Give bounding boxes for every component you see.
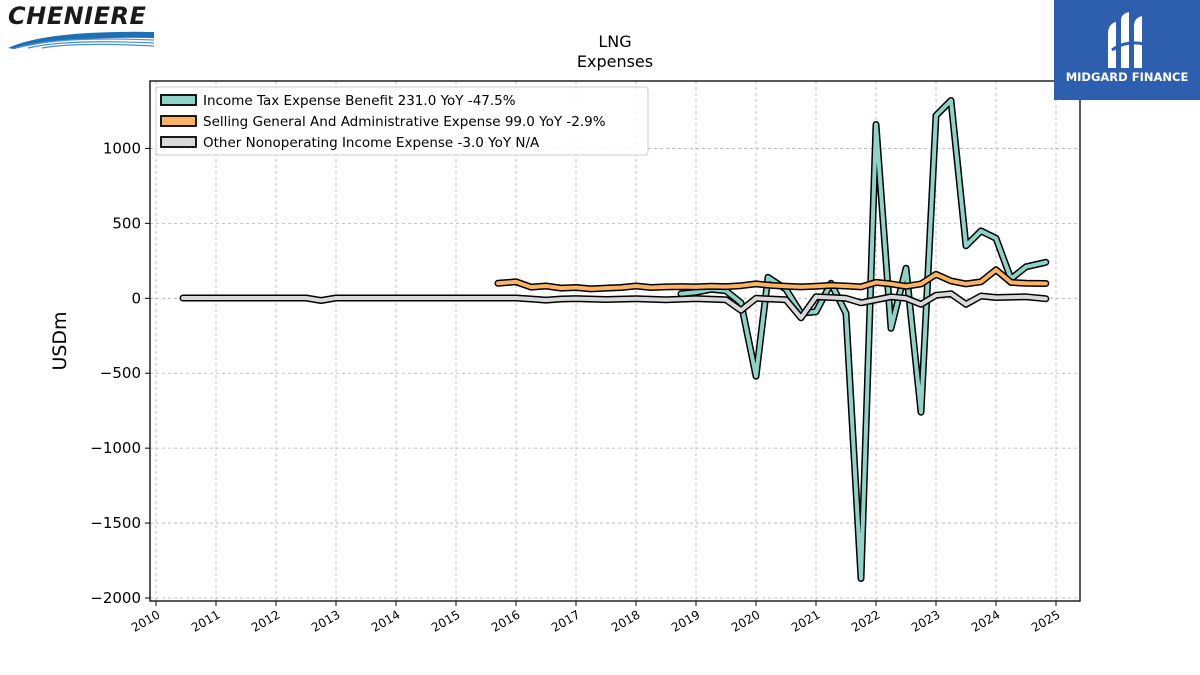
- x-tick-label: 2010: [129, 607, 162, 634]
- x-tick-label: 2023: [909, 607, 942, 634]
- series-line: [496, 267, 1048, 291]
- y-axis-label: USDm: [49, 311, 71, 370]
- y-tick-label: −2000: [90, 589, 141, 607]
- series-line: [181, 291, 1048, 320]
- badge-name: MIDGARD FINANCE: [1065, 70, 1189, 84]
- x-tick-label: 2020: [729, 607, 762, 634]
- x-tick-label: 2024: [969, 607, 1002, 634]
- cheniere-swoosh-icon: [8, 31, 155, 49]
- x-tick-label: 2013: [309, 607, 342, 634]
- y-tick-label: 500: [112, 214, 141, 232]
- y-tick-label: −1000: [90, 439, 141, 457]
- legend-box: [155, 86, 649, 156]
- midgard-logo-icon: [1108, 12, 1145, 68]
- legend-swatch: [160, 136, 197, 148]
- series-3: [179, 290, 1050, 322]
- brand-name: CHENIERE: [8, 2, 147, 30]
- x-tick-label: 2019: [669, 607, 702, 634]
- y-tick-label: 0: [131, 289, 141, 307]
- chart-subtitle: Expenses: [577, 52, 653, 71]
- x-tick-label: 2017: [549, 607, 582, 634]
- x-tick-label: 2011: [189, 607, 222, 634]
- legend-label: Other Nonoperating Income Expense -3.0 Y…: [203, 135, 540, 151]
- grid: [150, 81, 1080, 601]
- series-layer: [179, 97, 1050, 582]
- y-tick-label: −500: [100, 364, 141, 382]
- chart-title: LNG: [598, 32, 631, 51]
- plot-frame: [149, 80, 1081, 602]
- x-tick-label: 2015: [429, 607, 462, 634]
- x-tick-label: 2016: [489, 607, 522, 634]
- x-tick-label: 2021: [789, 607, 822, 634]
- series-1: [677, 97, 1050, 582]
- legend-label: Income Tax Expense Benefit 231.0 YoY -47…: [203, 93, 516, 109]
- y-tick-label: 1000: [103, 139, 141, 157]
- x-tick-label: 2014: [369, 607, 402, 634]
- legend-swatch: [160, 115, 197, 127]
- series-2: [494, 266, 1050, 293]
- y-tick-label: −1500: [90, 514, 141, 532]
- x-tick-label: 2025: [1029, 607, 1062, 634]
- x-tick-label: 2012: [249, 607, 282, 634]
- legend: Income Tax Expense Benefit 231.0 YoY -47…: [155, 86, 649, 156]
- series-line: [679, 98, 1048, 581]
- legend-label: Selling General And Administrative Expen…: [203, 114, 606, 130]
- midgard-finance-badge: MIDGARD FINANCE: [1054, 0, 1200, 100]
- x-tick-label: 2018: [609, 607, 642, 634]
- cheniere-logo: CHENIERE: [6, 2, 156, 52]
- legend-swatch: [160, 94, 197, 106]
- x-tick-label: 2022: [849, 607, 882, 634]
